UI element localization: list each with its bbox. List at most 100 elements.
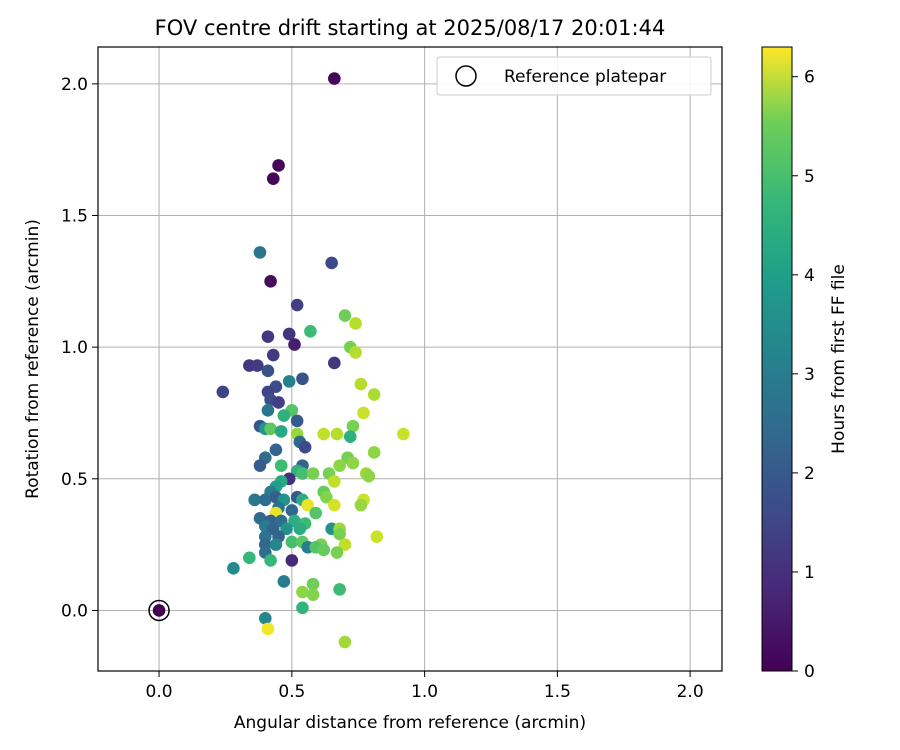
data-point <box>306 467 320 480</box>
data-point <box>293 522 307 536</box>
reference-marker-ring <box>148 599 170 622</box>
data-point <box>282 375 296 388</box>
colorbar-label: Hours from first FF file <box>829 264 849 454</box>
data-point <box>261 330 275 343</box>
data-point <box>272 396 285 409</box>
data-point <box>317 427 331 441</box>
y-tick-label: 1.5 <box>61 207 88 227</box>
data-point <box>248 493 261 507</box>
axis-ticks: 0.0 0.5 1.0 1.5 2.0 0.0 0.5 1.0 1.5 2.0 <box>61 75 704 702</box>
x-tick-label: 2.0 <box>677 682 704 702</box>
data-point <box>317 543 331 557</box>
data-point <box>282 327 296 341</box>
data-point <box>296 467 309 480</box>
data-point <box>285 535 299 549</box>
data-point <box>261 404 275 417</box>
data-point <box>296 585 309 599</box>
data-point <box>309 506 323 520</box>
colorbar-tick-label: 1 <box>804 563 815 583</box>
data-point <box>296 601 309 615</box>
data-point <box>338 538 352 551</box>
data-point <box>328 72 341 85</box>
legend-label: Reference platepar <box>504 67 666 87</box>
colorbar-tick-label: 3 <box>804 365 815 385</box>
data-point <box>266 172 280 185</box>
data-point <box>338 309 352 322</box>
data-point <box>290 298 304 312</box>
x-tick-label: 1.5 <box>544 682 571 702</box>
data-point <box>304 325 317 338</box>
data-point <box>320 490 333 504</box>
data-point <box>328 356 341 370</box>
data-point <box>264 422 277 436</box>
data-point <box>367 388 381 401</box>
data-point <box>328 475 341 488</box>
y-tick-label: 0.0 <box>61 601 88 621</box>
data-point <box>269 538 283 551</box>
data-point <box>328 498 341 512</box>
colorbar-tick-label: 0 <box>804 662 815 682</box>
data-point <box>253 459 267 472</box>
data-point <box>272 159 285 172</box>
reference-marker <box>152 604 166 617</box>
data-point <box>330 427 344 441</box>
y-tick-label: 0.5 <box>61 470 88 490</box>
y-tick-label: 1.0 <box>61 338 88 358</box>
y-axis-label: Rotation from reference (arcmin) <box>23 219 43 499</box>
colorbar-tick-label: 4 <box>804 266 815 286</box>
data-point <box>216 385 230 399</box>
legend-reference-marker <box>455 65 477 87</box>
data-point <box>325 256 338 270</box>
data-point <box>397 427 410 441</box>
data-point <box>285 504 299 517</box>
legend: Reference platepar <box>436 56 712 96</box>
data-point <box>264 275 277 288</box>
data-point <box>266 348 280 362</box>
data-point <box>370 530 384 544</box>
data-point <box>261 622 275 636</box>
data-points <box>148 72 410 649</box>
chart-title: FOV centre drift starting at 2025/08/17 … <box>155 16 666 40</box>
data-point <box>253 246 267 259</box>
data-point <box>354 377 368 391</box>
data-point <box>338 635 352 649</box>
data-point <box>258 493 272 507</box>
grid-lines <box>98 47 722 671</box>
data-point <box>333 459 346 472</box>
data-point <box>296 372 309 386</box>
data-point <box>227 562 240 575</box>
data-point <box>306 577 320 591</box>
data-point <box>367 446 381 459</box>
data-point <box>274 459 288 472</box>
x-tick-label: 0.5 <box>278 682 305 702</box>
data-point <box>277 575 291 588</box>
data-point <box>349 346 362 359</box>
data-point <box>333 583 346 596</box>
data-point <box>343 430 357 443</box>
data-point <box>346 419 360 433</box>
data-point <box>277 409 291 422</box>
data-point <box>285 554 299 567</box>
colorbar-gradient <box>761 46 793 672</box>
data-point <box>357 406 370 420</box>
data-point <box>290 414 304 428</box>
data-point <box>280 522 293 536</box>
colorbar-ticks: 0 1 2 3 4 5 6 <box>792 68 815 682</box>
colorbar-tick-label: 2 <box>804 464 815 484</box>
data-point <box>346 456 360 470</box>
data-point <box>269 443 283 457</box>
data-point <box>258 612 272 625</box>
colorbar-tick-label: 6 <box>804 68 815 88</box>
data-point <box>251 359 264 372</box>
y-tick-label: 2.0 <box>61 75 88 95</box>
x-axis-label: Angular distance from reference (arcmin) <box>234 713 586 733</box>
data-point <box>330 546 344 559</box>
data-point <box>264 554 277 567</box>
colorbar: 0 1 2 3 4 5 6 Hours from first FF file <box>761 46 849 682</box>
legend-box <box>436 56 712 96</box>
colorbar-tick-label: 5 <box>804 167 815 187</box>
data-point <box>301 498 315 512</box>
data-point <box>288 338 301 351</box>
data-point <box>306 588 320 601</box>
